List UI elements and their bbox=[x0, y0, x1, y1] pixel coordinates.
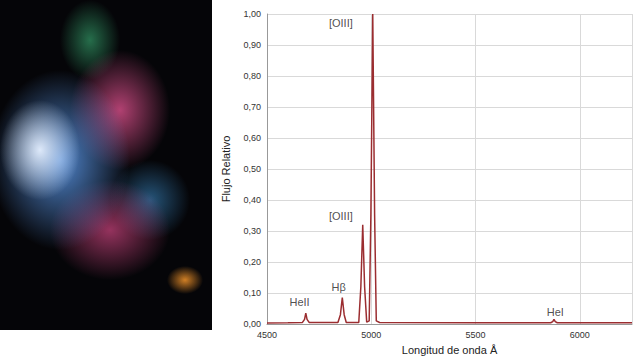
svg-text:0,80: 0,80 bbox=[243, 71, 261, 81]
svg-text:1,00: 1,00 bbox=[243, 9, 261, 19]
svg-text:0,70: 0,70 bbox=[243, 102, 261, 112]
svg-text:0,40: 0,40 bbox=[243, 195, 261, 205]
svg-text:0,10: 0,10 bbox=[243, 288, 261, 298]
svg-text:4500: 4500 bbox=[257, 330, 277, 340]
svg-text:HeII: HeII bbox=[289, 296, 309, 308]
svg-text:Flujo Relativo: Flujo Relativo bbox=[220, 136, 232, 203]
svg-text:5000: 5000 bbox=[361, 330, 381, 340]
svg-text:0,30: 0,30 bbox=[243, 226, 261, 236]
svg-text:[OIII]: [OIII] bbox=[329, 17, 353, 29]
svg-text:0,00: 0,00 bbox=[243, 319, 261, 329]
svg-text:5500: 5500 bbox=[466, 330, 486, 340]
svg-text:[OIII]: [OIII] bbox=[329, 210, 353, 222]
svg-text:0,20: 0,20 bbox=[243, 257, 261, 267]
svg-text:HeI: HeI bbox=[547, 306, 564, 318]
svg-text:Longitud de onda Å: Longitud de onda Å bbox=[402, 344, 498, 356]
svg-text:0,90: 0,90 bbox=[243, 40, 261, 50]
svg-text:0,50: 0,50 bbox=[243, 164, 261, 174]
svg-text:6000: 6000 bbox=[570, 330, 590, 340]
svg-text:0,60: 0,60 bbox=[243, 133, 261, 143]
svg-text:Hβ: Hβ bbox=[332, 281, 346, 293]
